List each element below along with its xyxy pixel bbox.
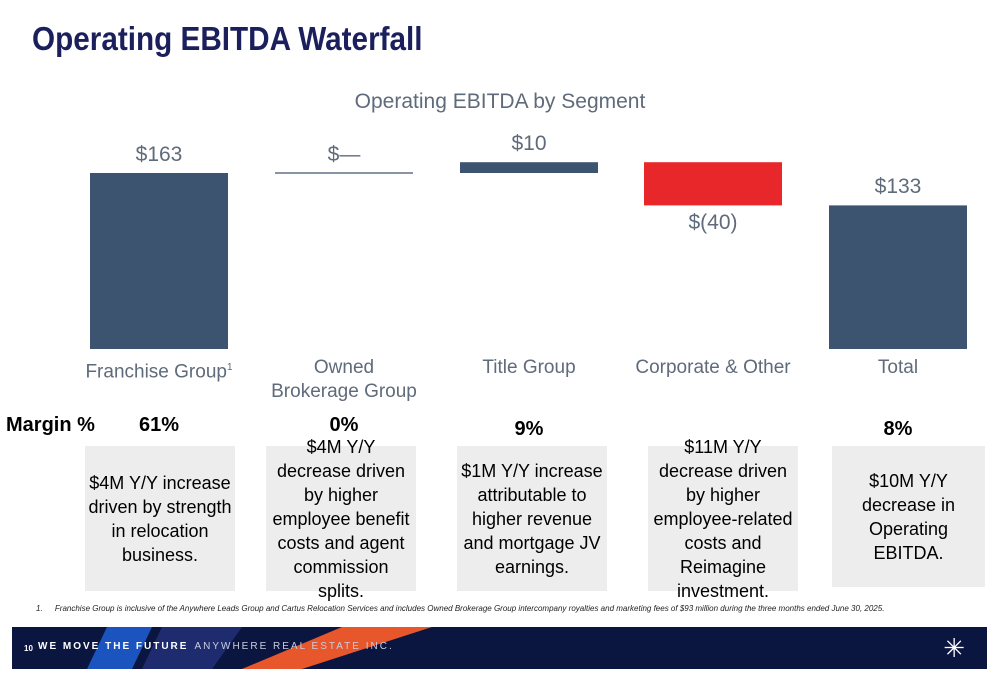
segment-note-2: $1M Y/Y increase attributable to higher … <box>457 446 607 591</box>
bar-4 <box>829 205 967 349</box>
category-label-3: Corporate & Other <box>623 356 803 380</box>
value-label-1: $— <box>327 143 361 166</box>
chart-title: Operating EBITDA by Segment <box>354 90 646 113</box>
footnote-number: 1. <box>36 604 43 613</box>
category-label-1: Owned Brokerage Group <box>269 356 419 404</box>
category-superscript-0: 1 <box>226 362 233 373</box>
value-label-0: $163 <box>135 143 183 166</box>
page-title: Operating EBITDA Waterfall <box>32 20 423 57</box>
footer-graphic <box>87 627 432 669</box>
margin-value-1: 0% <box>329 414 359 436</box>
page-number: 10 <box>24 644 33 653</box>
margin-value-0: 61% <box>138 414 180 436</box>
bar-3 <box>644 162 782 206</box>
category-label-2: Title Group <box>439 356 619 380</box>
category-label-4: Total <box>808 356 988 380</box>
margin-heading: Margin % <box>6 414 95 436</box>
category-label-0: Franchise Group1 <box>69 356 249 384</box>
bar-0 <box>90 173 228 349</box>
anywhere-asterisk-logo-icon: ✳ <box>943 633 965 663</box>
segment-note-0: $4M Y/Y increase driven by strength in r… <box>85 446 235 591</box>
category-text-0: Franchise Group <box>85 361 227 383</box>
category-text-2: Title Group <box>482 357 576 378</box>
bar-2 <box>460 162 598 173</box>
waterfall-chart <box>90 162 967 349</box>
segment-note-4: $10M Y/Y decrease in Operating EBITDA. <box>832 446 985 587</box>
footnote: 1. Franchise Group is inclusive of the A… <box>36 604 884 613</box>
footer-tagline: WE MOVE THE FUTURE ANYWHERE REAL ESTATE I… <box>38 641 394 652</box>
tagline-text: WE MOVE THE FUTURE <box>38 641 189 652</box>
footer-bar: 10 WE MOVE THE FUTURE ANYWHERE REAL ESTAT… <box>12 627 987 669</box>
category-text-1: Owned Brokerage Group <box>271 357 417 402</box>
margin-value-2: 9% <box>514 418 544 440</box>
category-text-4: Total <box>877 357 919 378</box>
segment-note-3: $11M Y/Y decrease driven by higher emplo… <box>648 437 798 601</box>
value-label-4: $133 <box>874 175 922 199</box>
margin-value-4: 8% <box>883 418 913 440</box>
segment-note-1: $4M Y/Y decrease driven by higher employ… <box>266 437 416 601</box>
company-name: ANYWHERE REAL ESTATE INC. <box>194 641 394 652</box>
footnote-text: Franchise Group is inclusive of the Anyw… <box>54 604 885 613</box>
category-text-3: Corporate & Other <box>635 357 791 378</box>
value-label-2: $10 <box>511 132 547 156</box>
value-label-3: $(40) <box>688 211 738 235</box>
